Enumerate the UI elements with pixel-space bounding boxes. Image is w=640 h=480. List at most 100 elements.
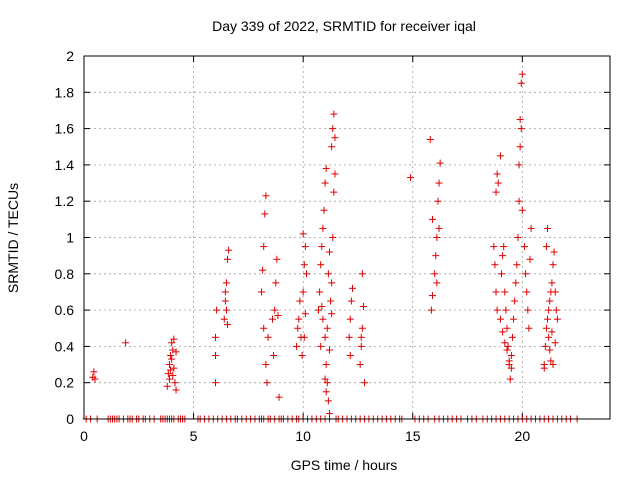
data-point (169, 346, 177, 354)
data-point (518, 206, 526, 214)
data-point (165, 375, 173, 383)
x-tick-label: 5 (190, 428, 198, 444)
data-point (275, 393, 283, 401)
data-point (329, 234, 337, 241)
data-point (222, 279, 230, 287)
data-point (301, 310, 309, 318)
data-point (493, 170, 501, 178)
data-point (122, 339, 130, 347)
data-point (526, 255, 534, 263)
data-point (514, 234, 522, 241)
data-point (320, 206, 328, 214)
data-point (330, 110, 338, 118)
data-point (510, 315, 518, 323)
data-point (518, 70, 526, 78)
data-point (167, 351, 175, 359)
data-point (262, 192, 270, 200)
data-point (358, 270, 366, 278)
data-point (299, 230, 307, 238)
data-point (504, 342, 512, 350)
data-point (172, 348, 180, 356)
data-point (212, 379, 219, 387)
data-point (213, 306, 221, 314)
data-point (546, 346, 554, 354)
data-point (298, 351, 306, 359)
data-point (315, 306, 323, 314)
data-point (260, 243, 268, 251)
data-point (274, 312, 282, 320)
data-point (493, 306, 501, 314)
y-tick-label: 1.6 (55, 121, 75, 137)
data-point (268, 315, 276, 323)
chart-title: Day 339 of 2022, SRMTID for receiver iqa… (212, 18, 476, 34)
y-tick-label: 0.6 (55, 302, 75, 318)
y-tick-label: 1.2 (55, 193, 75, 209)
data-point (511, 297, 519, 305)
data-point (547, 357, 555, 365)
data-point (346, 351, 354, 359)
data-point (505, 357, 513, 365)
data-point (501, 288, 509, 296)
data-point (318, 243, 326, 251)
data-point (496, 152, 504, 160)
data-point (169, 371, 177, 379)
data-point (515, 161, 523, 169)
data-point (549, 261, 557, 269)
data-point (168, 339, 176, 347)
x-tick-label: 15 (405, 428, 421, 444)
data-point (553, 315, 561, 323)
data-point (221, 297, 229, 305)
data-point (317, 342, 325, 350)
data-point (224, 255, 232, 263)
data-point (322, 388, 330, 396)
data-point (361, 379, 369, 387)
y-axis-label: SRMTID / TECUs (5, 183, 21, 293)
data-point (492, 288, 500, 296)
data-point (552, 306, 560, 314)
data-point (428, 292, 436, 300)
data-point (270, 351, 278, 359)
y-tick-label: 0 (66, 411, 74, 427)
data-point (516, 143, 524, 151)
data-point (328, 310, 336, 318)
data-point (546, 297, 554, 305)
data-point (356, 361, 364, 369)
data-point (321, 179, 329, 187)
data-point (516, 116, 524, 124)
data-point (165, 361, 173, 369)
data-point (527, 224, 535, 232)
data-point (272, 279, 280, 287)
data-point (302, 270, 310, 278)
y-tick-label: 0.4 (55, 338, 75, 354)
data-point (517, 125, 525, 133)
data-point (357, 342, 365, 350)
data-point (300, 261, 308, 269)
data-point (545, 333, 553, 341)
data-point (324, 397, 332, 405)
data-point (550, 248, 558, 256)
x-axis-ticks: 0 5 10 15 20 (80, 56, 530, 444)
data-point (325, 346, 333, 354)
data-point (258, 288, 266, 296)
data-point (521, 243, 529, 251)
x-axis-label: GPS time / hours (291, 457, 398, 473)
data-point (503, 324, 511, 332)
data-point (435, 179, 443, 187)
data-point (327, 297, 335, 305)
data-point (293, 342, 301, 350)
data-point (259, 266, 267, 274)
data-point (212, 351, 219, 359)
data-point (545, 306, 553, 314)
y-tick-label: 2 (66, 48, 74, 64)
data-point (323, 379, 331, 387)
data-point (426, 135, 434, 143)
data-point (328, 143, 336, 151)
data-point (490, 243, 498, 251)
data-point (164, 370, 172, 378)
data-point (507, 364, 515, 372)
data-point (359, 302, 367, 310)
data-point (263, 379, 271, 387)
y-tick-label: 0.8 (55, 266, 75, 282)
data-point (431, 270, 439, 278)
data-point (212, 333, 219, 341)
